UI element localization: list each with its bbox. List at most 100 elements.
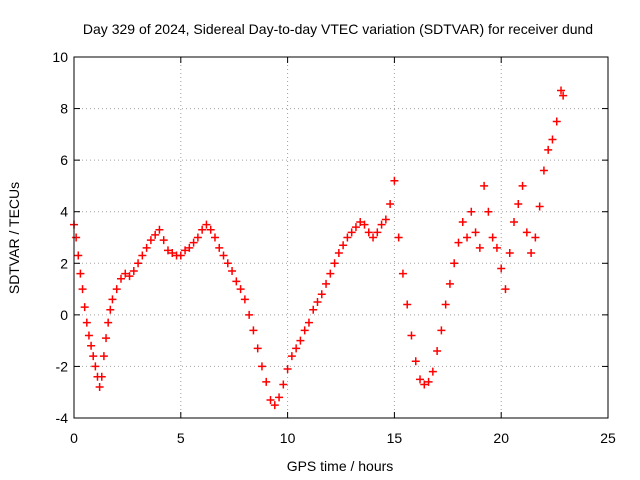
data-point <box>210 233 219 242</box>
x-tick-label: 25 <box>600 430 616 446</box>
data-point <box>445 279 454 288</box>
data-point <box>377 220 386 229</box>
x-tick-label: 15 <box>387 430 403 446</box>
data-point <box>219 251 228 260</box>
data-point <box>82 318 91 327</box>
data-point <box>492 243 501 252</box>
data-point <box>181 246 190 255</box>
data-point <box>142 243 151 252</box>
data-point <box>394 233 403 242</box>
data-point <box>433 346 442 355</box>
data-point <box>522 228 531 237</box>
data-point <box>364 228 373 237</box>
data-point <box>334 248 343 257</box>
data-point <box>386 199 395 208</box>
data-point <box>257 362 266 371</box>
data-point <box>514 199 523 208</box>
data-point <box>322 279 331 288</box>
data-point <box>505 248 514 257</box>
data-point <box>97 372 106 381</box>
data-point <box>304 318 313 327</box>
data-point <box>76 269 85 278</box>
data-point <box>104 318 113 327</box>
data-point <box>552 117 561 126</box>
data-point <box>121 269 130 278</box>
data-point <box>228 267 237 276</box>
data-point <box>326 269 335 278</box>
data-point <box>99 352 108 361</box>
data-point <box>206 225 215 234</box>
y-axis: -4 -2 0 2 4 6 8 10 <box>52 49 608 426</box>
data-point <box>437 326 446 335</box>
x-tick-label: 0 <box>70 430 78 446</box>
data-point <box>463 233 472 242</box>
data-point <box>416 375 425 384</box>
data-point <box>488 233 497 242</box>
data-point <box>112 285 121 294</box>
data-point <box>74 251 83 260</box>
data-point <box>441 300 450 309</box>
data-point <box>484 207 493 216</box>
data-point <box>87 341 96 350</box>
data-point <box>253 344 262 353</box>
data-point <box>381 215 390 224</box>
data-point <box>283 365 292 374</box>
data-point <box>270 401 279 410</box>
grid-lines <box>74 57 608 418</box>
data-point <box>559 91 568 100</box>
data-point <box>300 326 309 335</box>
data-point <box>390 176 399 185</box>
data-point <box>215 243 224 252</box>
data-point <box>232 277 241 286</box>
data-point <box>527 248 536 257</box>
x-axis-label: GPS time / hours <box>287 458 394 474</box>
data-point <box>510 218 519 227</box>
data-point <box>125 272 134 281</box>
data-point <box>557 86 566 95</box>
data-point <box>275 393 284 402</box>
data-point <box>287 352 296 361</box>
data-point <box>347 228 356 237</box>
data-point <box>343 233 352 242</box>
x-axis: 0 5 10 15 20 25 <box>70 57 616 446</box>
data-point <box>313 297 322 306</box>
data-point <box>339 241 348 250</box>
data-points <box>70 86 568 410</box>
data-point <box>398 269 407 278</box>
data-point <box>428 367 437 376</box>
data-point <box>356 218 365 227</box>
data-point <box>458 218 467 227</box>
data-point <box>407 331 416 340</box>
data-point <box>535 202 544 211</box>
data-point <box>95 383 104 392</box>
data-point <box>454 238 463 247</box>
data-point <box>420 380 429 389</box>
data-point <box>223 259 232 268</box>
data-point <box>159 236 168 245</box>
data-point <box>518 181 527 190</box>
data-point <box>84 331 93 340</box>
data-point <box>198 225 207 234</box>
data-point <box>351 223 360 232</box>
data-point <box>240 295 249 304</box>
y-tick-label: -4 <box>56 410 69 426</box>
data-point <box>146 236 155 245</box>
data-point <box>296 336 305 345</box>
data-point <box>249 326 258 335</box>
y-axis-label: SDTVAR / TECUs <box>6 182 22 294</box>
data-point <box>108 295 117 304</box>
data-point <box>450 259 459 268</box>
data-point <box>91 362 100 371</box>
data-point <box>292 344 301 353</box>
data-point <box>548 135 557 144</box>
plot-frame <box>73 56 609 419</box>
data-point <box>72 233 81 242</box>
data-point <box>266 395 275 404</box>
data-point <box>193 233 202 242</box>
data-point <box>245 310 254 319</box>
data-point <box>471 228 480 237</box>
chart-title: Day 329 of 2024, Sidereal Day-to-day VTE… <box>83 21 593 37</box>
data-point <box>151 230 160 239</box>
data-point <box>202 220 211 229</box>
